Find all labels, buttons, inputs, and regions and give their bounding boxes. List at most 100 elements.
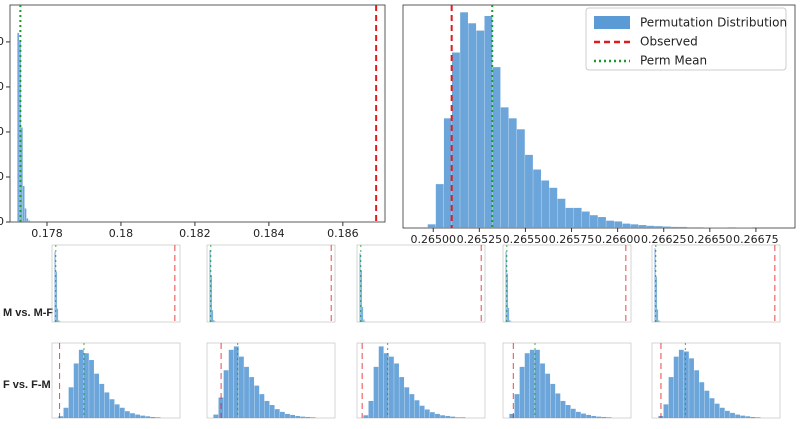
histogram-bar — [668, 377, 674, 418]
histogram-bar — [378, 346, 384, 418]
histogram-bar — [310, 417, 316, 418]
histogram-bar — [601, 416, 607, 418]
histogram-bar — [730, 412, 735, 418]
plot-frame — [51, 244, 181, 323]
histogram-bar — [555, 393, 561, 418]
histogram-bar — [443, 118, 452, 228]
histogram-bar — [362, 306, 364, 322]
histogram-bar — [94, 373, 100, 418]
histogram-bar — [26, 218, 29, 222]
legend-box — [585, 7, 787, 71]
histogram-bar — [223, 370, 229, 418]
histogram-bar — [598, 217, 606, 228]
histogram-bar — [709, 398, 715, 418]
histogram-bar — [55, 271, 57, 322]
histogram-bar — [655, 276, 657, 322]
histogram-bar — [606, 220, 615, 228]
histogram-bar — [575, 411, 581, 418]
x-tick-label: 0.26550 — [503, 233, 549, 246]
histogram-bar — [383, 353, 389, 418]
histogram-bar — [440, 415, 446, 418]
histogram-bar — [78, 349, 84, 418]
histogram-bar — [535, 349, 540, 418]
histogram-bar — [565, 405, 571, 418]
y-tick-label: 100 — [0, 170, 4, 183]
histogram-bar — [269, 405, 275, 418]
histogram-bar — [419, 405, 425, 418]
histogram-bar — [254, 385, 260, 418]
histogram-bar — [514, 394, 520, 418]
histogram-bar — [529, 349, 535, 418]
histogram-bar — [630, 224, 639, 228]
histogram-bar — [99, 383, 105, 418]
histogram-bar — [740, 415, 746, 418]
histogram-bar — [404, 387, 410, 418]
plot-frame — [356, 244, 486, 323]
histogram-bar — [557, 198, 566, 228]
histogram-bar — [657, 309, 659, 322]
histogram-bar — [541, 180, 550, 228]
histogram-bar — [654, 226, 663, 228]
histogram-bar — [658, 320, 660, 322]
x-tick-label: 0.186 — [327, 227, 359, 240]
histogram-bar — [500, 107, 509, 228]
histogram-bar — [389, 356, 394, 418]
histogram-bar — [508, 307, 510, 322]
histogram-bar — [687, 227, 696, 228]
histogram-bar — [560, 400, 566, 418]
histogram-bar — [673, 356, 679, 418]
histogram-bar — [525, 154, 533, 228]
x-tick-label: 0.26675 — [733, 233, 779, 246]
histogram-bar — [213, 319, 215, 322]
histogram-bar — [373, 366, 379, 418]
histogram-bar — [654, 248, 656, 322]
plot-frame — [502, 244, 632, 323]
histogram-bar — [212, 310, 214, 322]
histogram-bar — [364, 321, 366, 322]
histogram-bar — [114, 404, 120, 418]
histogram-bar — [429, 412, 435, 418]
histogram-bar — [533, 169, 541, 228]
histogram-bar — [509, 320, 511, 322]
histogram-bar — [695, 227, 704, 228]
histogram-bar — [622, 223, 631, 228]
histogram-bar — [73, 363, 79, 418]
histogram-bar — [524, 353, 530, 418]
histogram-bar — [646, 225, 655, 228]
x-tick-label: 0.18 — [109, 227, 134, 240]
histogram-bar — [399, 377, 405, 418]
histogram-bar — [549, 187, 558, 228]
histogram-bar — [460, 417, 466, 418]
histogram-bar — [694, 370, 700, 418]
histogram-bar — [565, 207, 574, 228]
histogram-bar — [279, 411, 285, 418]
histogram-bar — [671, 226, 679, 228]
histogram-bar — [290, 414, 296, 418]
legend-swatch — [594, 16, 630, 29]
histogram-bar — [638, 225, 647, 228]
histogram-bar — [699, 382, 705, 418]
histogram-bar — [735, 414, 741, 418]
histogram-bar — [450, 416, 456, 418]
legend-label: Permutation Distribution — [640, 16, 787, 30]
histogram-bar — [213, 414, 219, 418]
histogram-bar — [662, 226, 671, 228]
histogram-bar — [573, 207, 582, 228]
histogram-bar — [545, 373, 551, 418]
histogram-bar — [28, 220, 31, 222]
histogram-bar — [505, 251, 507, 322]
histogram-bar — [124, 411, 130, 418]
histogram-bar — [394, 363, 399, 418]
x-tick-label: 0.184 — [253, 227, 285, 240]
histogram-bar — [359, 253, 361, 322]
histogram-bar — [540, 363, 545, 418]
x-tick-label: 0.182 — [179, 227, 211, 240]
histogram-bar — [130, 413, 135, 418]
histogram-bar — [745, 416, 751, 418]
histogram-bar — [104, 392, 110, 418]
histogram-bar — [606, 417, 612, 418]
histogram-bar — [368, 400, 374, 418]
histogram-bar — [239, 356, 244, 418]
histogram-bar — [581, 413, 586, 418]
